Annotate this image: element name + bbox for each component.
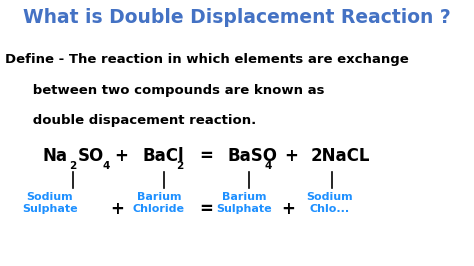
Text: 2NaCL: 2NaCL [310,147,370,165]
Text: 2: 2 [176,161,183,171]
Text: Barium
Sulphate: Barium Sulphate [216,192,272,214]
Text: Na: Na [43,147,68,165]
Text: 4: 4 [264,161,272,171]
Text: =: = [199,200,213,218]
Text: Barium
Chloride: Barium Chloride [133,192,185,214]
Text: 4: 4 [102,161,110,171]
Text: =: = [199,147,213,165]
Text: Sodium
Chlo...: Sodium Chlo... [306,192,353,214]
Text: What is Double Displacement Reaction ?: What is Double Displacement Reaction ? [23,8,451,27]
Text: Sodium
Sulphate: Sodium Sulphate [22,192,78,214]
Text: BaCl: BaCl [142,147,184,165]
Text: +: + [110,200,125,218]
Text: 2: 2 [69,161,76,171]
Text: +: + [281,200,295,218]
Text: between two compounds are known as: between two compounds are known as [5,84,324,97]
Text: SO: SO [77,147,103,165]
Text: Define - The reaction in which elements are exchange: Define - The reaction in which elements … [5,53,409,66]
Text: double dispacement reaction.: double dispacement reaction. [5,114,256,127]
Text: BaSO: BaSO [228,147,277,165]
Text: +: + [284,147,299,165]
Text: +: + [114,147,128,165]
